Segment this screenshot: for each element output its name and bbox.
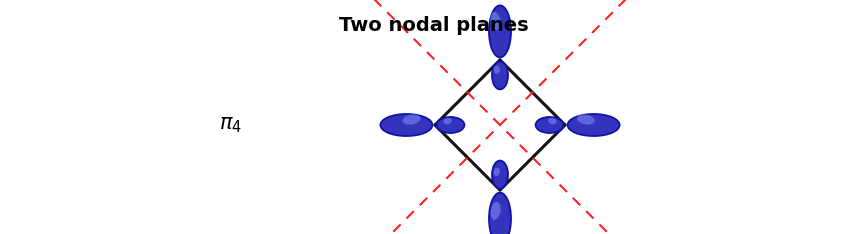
Ellipse shape: [437, 117, 464, 133]
Text: Two nodal planes: Two nodal planes: [339, 16, 529, 35]
Ellipse shape: [403, 114, 421, 125]
Ellipse shape: [444, 118, 451, 124]
Ellipse shape: [549, 118, 556, 124]
Ellipse shape: [489, 193, 511, 234]
Ellipse shape: [568, 114, 620, 136]
Text: $\pi_4$: $\pi_4$: [219, 115, 241, 135]
Ellipse shape: [536, 117, 563, 133]
Ellipse shape: [489, 5, 511, 57]
Ellipse shape: [577, 114, 595, 125]
Ellipse shape: [494, 168, 500, 176]
Ellipse shape: [492, 61, 508, 89]
Ellipse shape: [494, 66, 500, 74]
Ellipse shape: [380, 114, 432, 136]
Ellipse shape: [490, 202, 501, 220]
Ellipse shape: [492, 161, 508, 189]
Ellipse shape: [490, 12, 501, 30]
